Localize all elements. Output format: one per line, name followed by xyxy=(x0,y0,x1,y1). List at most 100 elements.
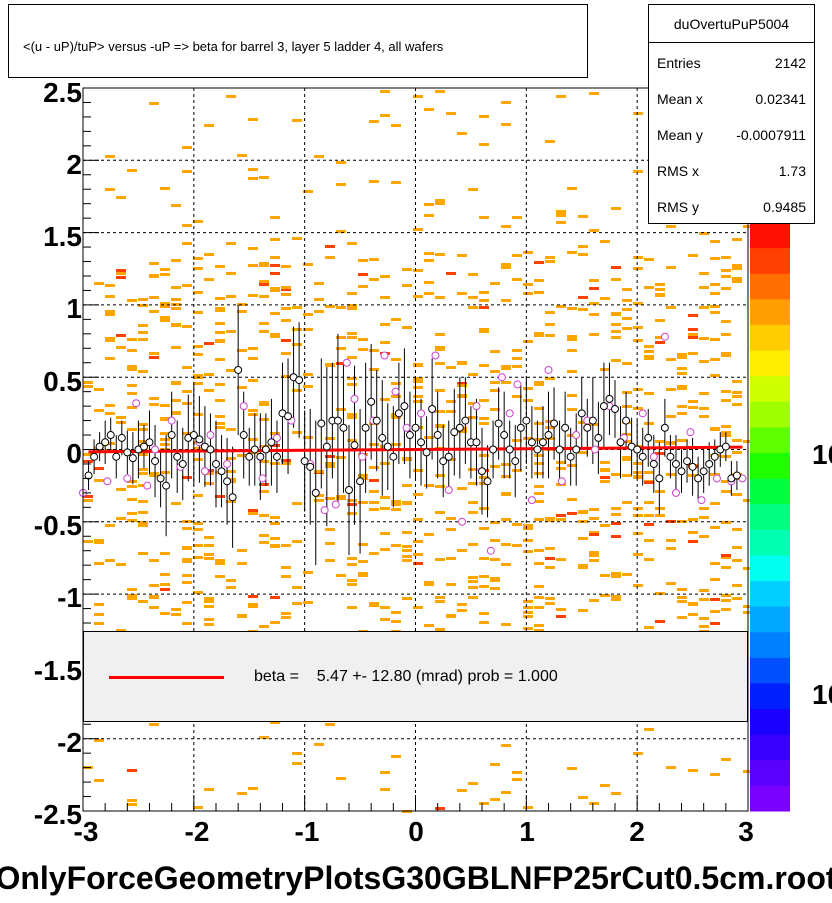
secondary-marker xyxy=(572,431,581,440)
histogram-cell xyxy=(149,403,159,406)
profile-marker xyxy=(145,438,154,447)
histogram-cell xyxy=(655,294,665,297)
histogram-cell xyxy=(303,313,313,316)
histogram-cell xyxy=(435,596,445,599)
histogram-cell xyxy=(534,438,544,441)
histogram-cell xyxy=(105,313,115,316)
profile-marker xyxy=(139,442,148,451)
histogram-cell xyxy=(248,512,258,515)
histogram-cell xyxy=(699,306,709,309)
histogram-cell xyxy=(138,338,148,341)
histogram-cell xyxy=(391,755,401,758)
histogram-cell xyxy=(490,577,500,580)
histogram-cell xyxy=(391,181,401,184)
histogram-cell xyxy=(479,454,489,457)
histogram-cell xyxy=(666,225,676,228)
histogram-cell xyxy=(622,317,632,320)
histogram-cell xyxy=(347,416,357,419)
profile-marker xyxy=(633,445,642,454)
profile-marker xyxy=(450,428,459,437)
color-scale-swatch xyxy=(750,554,790,582)
histogram-cell xyxy=(325,559,335,562)
histogram-cell xyxy=(193,494,203,497)
histogram-cell xyxy=(644,422,654,425)
histogram-cell xyxy=(435,485,445,488)
histogram-cell xyxy=(402,545,412,548)
histogram-cell xyxy=(534,383,544,386)
color-scale-swatch xyxy=(750,759,790,786)
histogram-cell xyxy=(204,557,214,560)
histogram-cell xyxy=(292,752,302,755)
histogram-cell xyxy=(193,413,203,416)
color-scale-swatch xyxy=(750,785,790,812)
histogram-cell xyxy=(182,574,192,577)
histogram-cell xyxy=(578,421,588,424)
histogram-cell xyxy=(391,395,401,398)
histogram-cell xyxy=(677,596,687,599)
histogram-cell xyxy=(490,350,500,353)
histogram-cell xyxy=(589,229,599,232)
histogram-cell xyxy=(490,798,500,801)
histogram-cell xyxy=(501,791,511,794)
color-scale-swatch xyxy=(750,734,790,761)
profile-marker xyxy=(616,438,625,447)
histogram-cell xyxy=(149,102,159,105)
color-scale-swatch xyxy=(750,426,790,453)
x-tick-label: 1 xyxy=(519,816,535,847)
profile-marker xyxy=(239,431,248,440)
histogram-cell xyxy=(534,624,544,627)
histogram-cell xyxy=(655,319,665,322)
histogram-cell xyxy=(545,260,555,263)
histogram-cell xyxy=(292,306,302,309)
histogram-cell xyxy=(237,310,247,313)
histogram-cell xyxy=(644,286,654,289)
histogram-cell xyxy=(270,516,280,519)
secondary-marker xyxy=(417,409,426,418)
histogram-cell xyxy=(622,458,632,461)
histogram-cell xyxy=(721,320,731,323)
histogram-cell xyxy=(534,422,544,425)
histogram-cell xyxy=(501,563,511,566)
histogram-cell xyxy=(171,307,181,310)
histogram-cell xyxy=(127,519,137,522)
histogram-cell xyxy=(424,259,434,262)
histogram-cell xyxy=(182,622,192,625)
histogram-cell xyxy=(336,161,346,164)
histogram-cell xyxy=(248,605,258,608)
histogram-cell xyxy=(83,499,93,502)
histogram-cell xyxy=(369,552,379,555)
histogram-cell xyxy=(721,269,731,272)
histogram-cell xyxy=(413,493,423,496)
histogram-cell xyxy=(138,370,148,373)
histogram-cell xyxy=(446,272,456,275)
histogram-cell xyxy=(347,499,357,502)
histogram-cell xyxy=(215,307,225,310)
histogram-cell xyxy=(633,471,643,474)
histogram-cell xyxy=(655,440,665,443)
histogram-cell xyxy=(270,256,280,259)
histogram-cell xyxy=(325,363,335,366)
histogram-cell xyxy=(193,556,203,559)
histogram-cell xyxy=(710,502,720,505)
histogram-cell xyxy=(435,90,445,93)
histogram-cell xyxy=(182,146,192,149)
histogram-cell xyxy=(292,431,302,434)
histogram-cell xyxy=(160,302,170,305)
histogram-cell xyxy=(589,508,599,511)
histogram-cell xyxy=(600,476,610,479)
histogram-cell xyxy=(204,544,214,547)
y-tick-label: -1.5 xyxy=(33,655,82,686)
profile-marker xyxy=(128,454,137,463)
histogram-cell xyxy=(721,566,731,569)
histogram-cell xyxy=(325,497,335,500)
histogram-cell xyxy=(622,362,632,365)
histogram-cell xyxy=(490,370,500,373)
profile-marker xyxy=(472,438,481,447)
histogram-cell xyxy=(182,402,192,405)
histogram-cell xyxy=(347,356,357,359)
histogram-cell xyxy=(732,267,742,270)
histogram-cell xyxy=(270,289,280,292)
histogram-cell xyxy=(611,792,621,795)
histogram-cell xyxy=(292,237,302,240)
histogram-cell xyxy=(127,596,137,599)
